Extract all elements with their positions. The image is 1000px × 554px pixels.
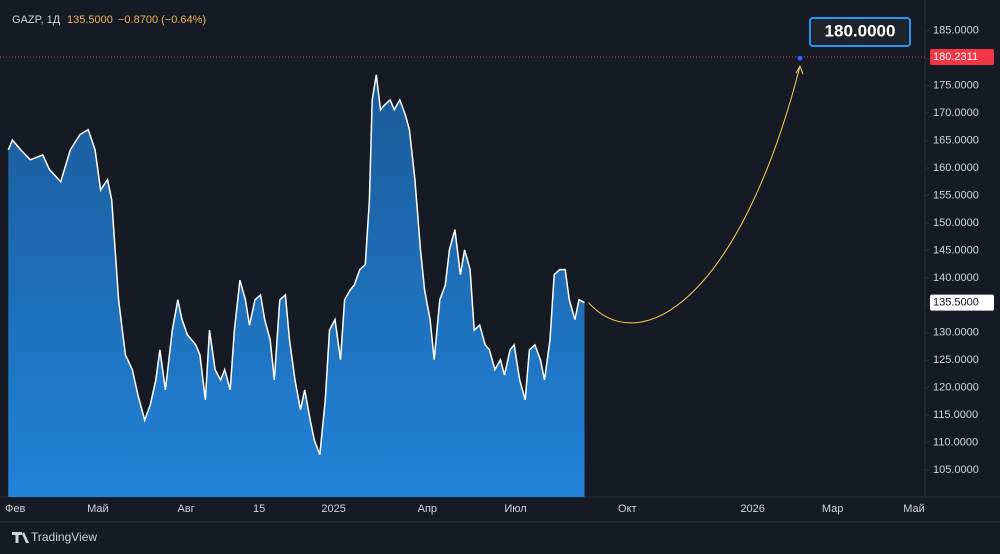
target-point (797, 55, 803, 61)
price-label-box (930, 48, 994, 65)
y-tick-label: 130.0000 (933, 327, 979, 339)
y-tick-label: 150.0000 (933, 217, 979, 229)
target-label: 180.0000 (825, 21, 896, 40)
logo[interactable]: TradingView (12, 530, 97, 544)
y-tick-label: 170.0000 (933, 107, 979, 119)
x-tick-label: Окт (618, 503, 637, 515)
y-tick-label: 110.0000 (933, 437, 978, 449)
logo-mark (12, 532, 29, 543)
x-tick-label: Мар (822, 503, 844, 515)
y-tick-label: 155.0000 (933, 189, 979, 201)
last-price: 135.5000 (67, 14, 113, 26)
last-label-box (930, 294, 994, 311)
y-tick-label: 105.0000 (933, 464, 979, 476)
area (8, 74, 585, 497)
last-label: 135.5000 (933, 296, 979, 308)
x-tick-label: Апр (418, 503, 437, 515)
x-tick-label: 15 (253, 503, 265, 515)
y-tick-label: 120.0000 (933, 382, 979, 394)
y-tick-label: 145.0000 (933, 244, 979, 256)
x-tick-label: Июл (504, 503, 526, 515)
price-label: 180.2311 (933, 51, 978, 63)
x-tick-label: 2026 (740, 503, 764, 515)
brand: TradingView (31, 530, 97, 544)
y-tick-label: 125.0000 (933, 354, 979, 366)
projection-arrow (795, 65, 804, 75)
x-tick-label: Май (903, 503, 925, 515)
line (7, 74, 585, 455)
y-tick-label: 175.0000 (933, 80, 979, 92)
projection (588, 66, 801, 324)
change: −0.8700 (−0.64%) (118, 14, 206, 26)
y-tick-label: 165.0000 (933, 134, 979, 146)
x-tick-label: Май (87, 503, 109, 515)
x-tick-label: 2025 (321, 503, 345, 515)
target-box (809, 17, 911, 47)
y-tick-label: 115.0000 (933, 409, 978, 421)
x-tick-label: Авг (178, 503, 195, 515)
y-tick-label: 185.0000 (933, 25, 979, 37)
symbol: GAZP, 1Д (12, 14, 61, 26)
y-tick-label: 160.0000 (933, 162, 979, 174)
x-tick-label: Фев (5, 503, 25, 515)
y-tick-label: 140.0000 (933, 272, 979, 284)
